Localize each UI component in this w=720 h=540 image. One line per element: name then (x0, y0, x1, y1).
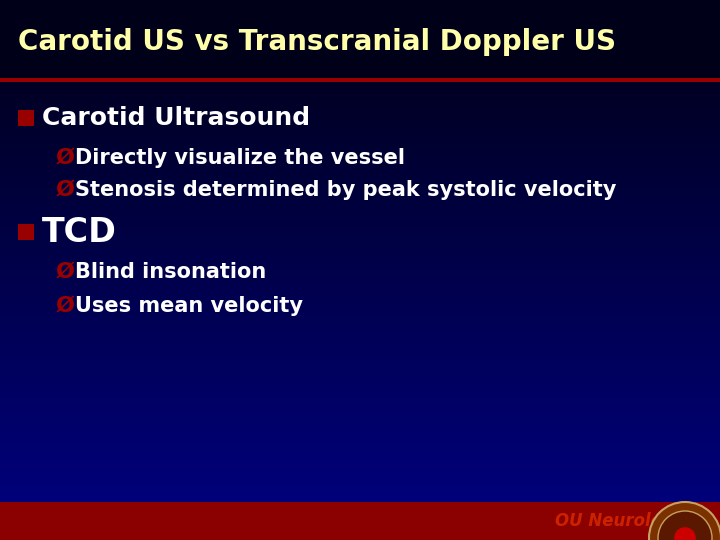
Text: Stenosis determined by peak systolic velocity: Stenosis determined by peak systolic vel… (75, 180, 616, 200)
Text: Blind insonation: Blind insonation (75, 262, 266, 282)
Circle shape (658, 511, 712, 540)
Text: Carotid US vs Transcranial Doppler US: Carotid US vs Transcranial Doppler US (18, 28, 616, 56)
Text: Ø: Ø (55, 262, 74, 282)
Bar (18, 110, 34, 126)
Text: Carotid Ultrasound: Carotid Ultrasound (42, 106, 310, 130)
Bar (0, 0, 720, 78)
Circle shape (674, 527, 696, 540)
Text: Uses mean velocity: Uses mean velocity (75, 296, 303, 316)
Text: TCD: TCD (42, 215, 117, 248)
Bar (0, 502, 720, 540)
Bar (18, 224, 34, 240)
Text: Ø: Ø (55, 148, 74, 168)
Bar (0, 78, 720, 82)
Text: Directly visualize the vessel: Directly visualize the vessel (75, 148, 405, 168)
Text: OU Neurology: OU Neurology (555, 512, 685, 530)
Circle shape (649, 502, 720, 540)
Text: Ø: Ø (55, 296, 74, 316)
Text: Ø: Ø (55, 180, 74, 200)
